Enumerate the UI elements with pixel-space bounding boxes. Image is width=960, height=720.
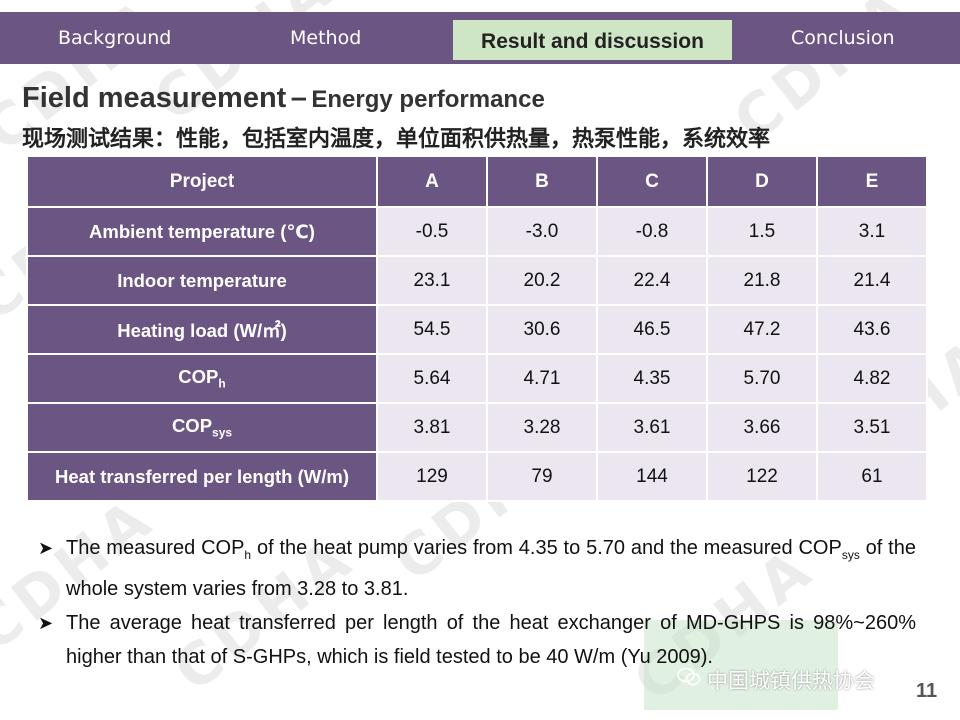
table-cell: 5.64 — [376, 353, 488, 404]
section-nav-bar: Background Method Result and discussion … — [0, 12, 960, 64]
column-header-e: E — [816, 155, 928, 208]
slide-subtitle-chinese: 现场测试结果：性能，包括室内温度，单位面积供热量，热泵性能，系统效率 — [22, 127, 771, 152]
table-row: Indoor temperature 23.1 20.2 22.4 21.8 2… — [26, 255, 928, 306]
arrow-bullet-icon: ➤ — [38, 613, 54, 633]
row-header-cop-h: COPh — [26, 353, 378, 404]
table-cell: 20.2 — [486, 255, 598, 306]
table-cell: -0.8 — [596, 206, 708, 257]
table-row: Heat transferred per length (W/m) 129 79… — [26, 451, 928, 502]
bullet-text: The average heat transferred per length … — [66, 612, 916, 668]
table-cell: 3.66 — [706, 402, 818, 453]
table-cell: 4.71 — [486, 353, 598, 404]
row-header-heat-transferred: Heat transferred per length (W/m) — [26, 451, 378, 502]
title-dash: – — [290, 82, 307, 114]
bullet-list: ➤ The measured COPh of the heat pump var… — [38, 531, 916, 674]
row-header-heating-load: Heating load (W/㎡) — [26, 304, 378, 355]
table-cell: 144 — [596, 451, 708, 502]
column-header-c: C — [596, 155, 708, 208]
table-cell: 61 — [816, 451, 928, 502]
bullet-text: The measured COP — [66, 537, 245, 559]
table-cell: 21.4 — [816, 255, 928, 306]
bullet-subscript: sys — [841, 548, 860, 562]
table-cell: 4.35 — [596, 353, 708, 404]
performance-table: Project A B C D E Ambient temperature (℃… — [26, 155, 928, 502]
title-main: Field measurement — [22, 82, 287, 114]
highlight-box — [644, 620, 838, 710]
table-cell: 3.51 — [816, 402, 928, 453]
table-row: COPh 5.64 4.71 4.35 5.70 4.82 — [26, 353, 928, 404]
table-cell: 23.1 — [376, 255, 488, 306]
table-row: Ambient temperature (℃) -0.5 -3.0 -0.8 1… — [26, 206, 928, 257]
table-cell: 79 — [486, 451, 598, 502]
table-cell: 3.28 — [486, 402, 598, 453]
table-header-row: Project A B C D E — [26, 155, 928, 208]
page-number: 11 — [916, 680, 938, 702]
tab-conclusion[interactable]: Conclusion — [791, 27, 895, 49]
table-cell: 1.5 — [706, 206, 818, 257]
row-label-subscript: h — [218, 376, 226, 391]
bullet-subscript: h — [244, 548, 252, 562]
table-row: Heating load (W/㎡) 54.5 30.6 46.5 47.2 4… — [26, 304, 928, 355]
bullet-text: of the whole system varies from 3.28 to … — [66, 537, 916, 600]
row-header-indoor-temperature: Indoor temperature — [26, 255, 378, 306]
column-header-project: Project — [26, 155, 378, 208]
logo-text: 中国城镇供热协会 — [707, 669, 875, 693]
table-cell: 3.81 — [376, 402, 488, 453]
bullet-item-heat-transfer: ➤ The average heat transferred per lengt… — [38, 606, 916, 674]
column-header-b: B — [486, 155, 598, 208]
table-cell: 30.6 — [486, 304, 598, 355]
bullet-item-cop: ➤ The measured COPh of the heat pump var… — [38, 531, 916, 606]
table-cell: 129 — [376, 451, 488, 502]
table-row: COPsys 3.81 3.28 3.61 3.66 3.51 — [26, 402, 928, 453]
table-cell: 4.82 — [816, 353, 928, 404]
table-cell: -0.5 — [376, 206, 488, 257]
table-cell: 21.8 — [706, 255, 818, 306]
title-sub: Energy performance — [311, 86, 545, 113]
tab-method[interactable]: Method — [290, 27, 362, 49]
table-cell: 5.70 — [706, 353, 818, 404]
table-cell: 46.5 — [596, 304, 708, 355]
row-label-subscript: sys — [212, 425, 233, 440]
table-cell: 47.2 — [706, 304, 818, 355]
table-cell: 22.4 — [596, 255, 708, 306]
table-cell: 3.1 — [816, 206, 928, 257]
association-logo: 中国城镇供热协会 — [677, 665, 875, 695]
table-cell: 54.5 — [376, 304, 488, 355]
tab-background[interactable]: Background — [58, 27, 172, 49]
row-label-base: COP — [171, 415, 213, 437]
table-cell: 43.6 — [816, 304, 928, 355]
wechat-icon — [677, 667, 701, 686]
slide-title: Field measurement – Energy performance — [22, 82, 545, 115]
column-header-d: D — [706, 155, 818, 208]
row-header-ambient-temperature: Ambient temperature (℃) — [26, 206, 378, 257]
row-header-cop-sys: COPsys — [26, 402, 378, 453]
row-label-base: COP — [178, 366, 219, 388]
table-cell: 122 — [706, 451, 818, 502]
bullet-text: of the heat pump varies from 4.35 to 5.7… — [251, 537, 842, 559]
arrow-bullet-icon: ➤ — [38, 538, 54, 558]
tab-result-and-discussion[interactable]: Result and discussion — [453, 20, 732, 60]
table-cell: -3.0 — [486, 206, 598, 257]
column-header-a: A — [376, 155, 488, 208]
table-cell: 3.61 — [596, 402, 708, 453]
